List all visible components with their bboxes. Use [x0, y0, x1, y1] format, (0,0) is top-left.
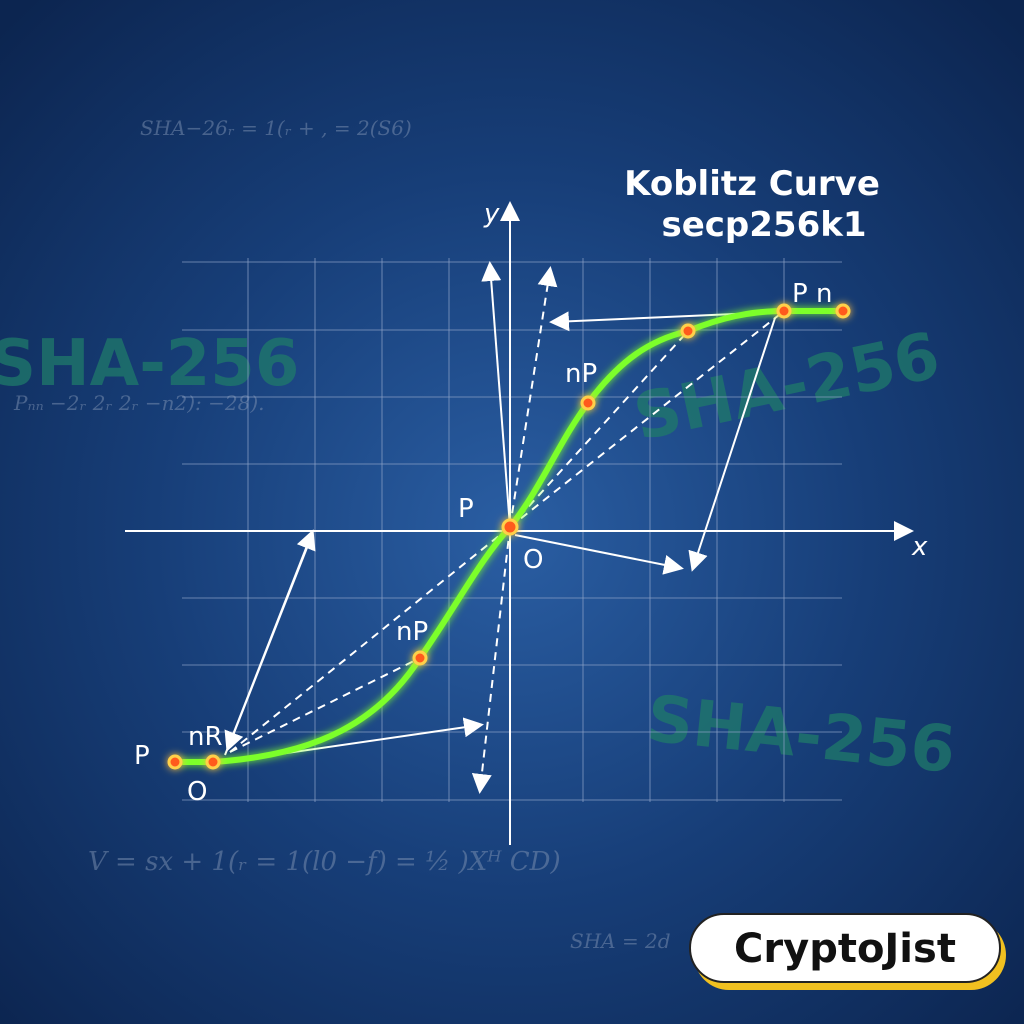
formula: Pₙₙ −2ᵣ 2ᵣ 2ᵣ −n2): −28).: [13, 391, 265, 415]
formula: SHA−26ᵣ = 1(ᵣ + , = 2(S6): [140, 116, 412, 140]
point-label: P: [134, 741, 150, 771]
logo-text: CryptoJist: [734, 926, 956, 972]
title-line: secp256k1: [661, 205, 866, 245]
point-label: O: [523, 545, 543, 575]
point-labels: P O nP nP P n P nR O: [134, 279, 832, 807]
title-line: Koblitz Curve: [624, 164, 880, 204]
x-axis-label: x: [911, 532, 928, 562]
point-label: nP: [396, 617, 428, 647]
point-label: P: [458, 494, 474, 524]
title: Koblitz Curve secp256k1: [624, 164, 880, 245]
logo-badge: CryptoJist: [689, 913, 1006, 990]
formula: V = sx + 1(ᵣ = 1(l0 −f) = ½ )Xᴴ CD): [88, 847, 561, 877]
curve-points: [167, 303, 851, 770]
point-label: O: [187, 777, 207, 807]
y-axis-label: y: [483, 199, 500, 229]
formula: SHA = 2d: [570, 929, 671, 953]
watermark: SHA-256: [0, 327, 299, 401]
point-label: nP: [565, 359, 597, 389]
point-label: nR: [188, 722, 223, 752]
point-label: P n: [792, 279, 832, 309]
construction-lines: [224, 261, 785, 794]
